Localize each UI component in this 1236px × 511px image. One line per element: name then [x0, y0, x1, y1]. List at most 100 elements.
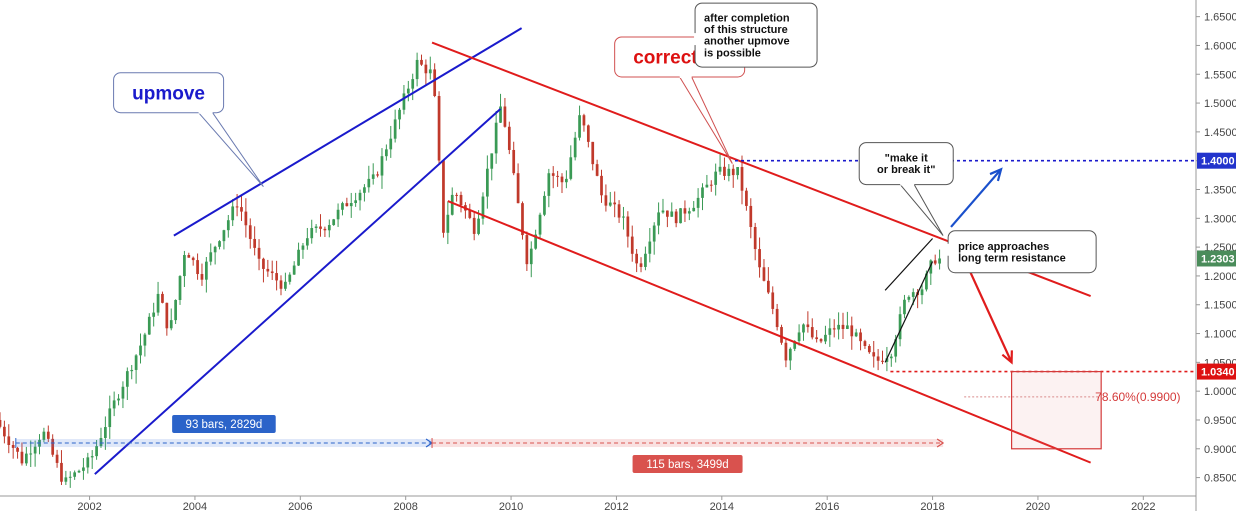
candle-body — [367, 178, 371, 188]
candle-body — [248, 225, 252, 239]
y-tick-label: 1.6000 — [1204, 40, 1236, 52]
candle-body — [187, 255, 191, 258]
upmove-label-pointer — [198, 112, 264, 187]
candle-body — [696, 197, 700, 208]
candle-body — [402, 93, 406, 110]
candle-body — [218, 241, 221, 247]
candle-body — [20, 451, 24, 464]
candle-body — [279, 280, 283, 289]
candle-body — [134, 355, 138, 370]
candle-body — [507, 126, 511, 150]
candle-body — [385, 149, 388, 157]
candle-body — [292, 265, 296, 275]
target-zone-box — [1010, 370, 1102, 450]
trend-line-6 — [884, 238, 934, 291]
candle-body — [534, 234, 538, 249]
candle-body — [262, 258, 265, 269]
candle-body — [332, 219, 336, 226]
candle-body — [679, 208, 682, 224]
candle-body — [485, 168, 489, 197]
trend-line-4 — [447, 200, 1092, 464]
candle-body — [156, 293, 160, 313]
candle-body — [11, 444, 15, 448]
candle-body — [591, 141, 595, 165]
candle-body — [600, 175, 603, 196]
overlays-group: 78.60%(0.9900) 93 bars, 2829d 115 bars, 34… — [15, 167, 1181, 474]
candle-body — [29, 453, 33, 455]
candle-body — [666, 210, 669, 217]
candle-body — [253, 238, 257, 248]
candle-body — [613, 202, 617, 205]
candle-body — [472, 217, 476, 234]
trend-line-2 — [94, 108, 502, 475]
candle-body — [911, 292, 915, 297]
candle-body — [117, 398, 120, 401]
upmove-label-text: upmove — [132, 83, 205, 104]
candle-body — [569, 157, 573, 179]
candle-body — [7, 436, 11, 445]
price-tag-bg — [1197, 363, 1236, 380]
candle-body — [358, 192, 362, 201]
candle-body — [266, 268, 270, 272]
measure-label-bg — [172, 415, 276, 434]
resistance-note-text: long term resistance — [958, 252, 1066, 264]
candle-body — [349, 203, 353, 207]
candle-body — [433, 69, 437, 96]
direction-arrow-1 — [950, 168, 1002, 228]
candle-body — [692, 207, 696, 212]
candle-body — [481, 196, 485, 219]
candle-body — [147, 316, 151, 335]
candle-body — [714, 171, 718, 185]
candle-body — [178, 276, 182, 301]
candle-body — [547, 173, 551, 196]
arrowhead-1 — [989, 167, 1003, 182]
candle-body — [687, 211, 691, 214]
candle-body — [841, 324, 845, 329]
candle-body — [90, 456, 94, 458]
price-tag-label: 1.2303 — [1201, 253, 1235, 265]
candle-body — [301, 245, 305, 250]
candle-body — [850, 325, 854, 337]
candle-body — [815, 337, 819, 340]
candle-body — [881, 360, 884, 362]
candle-body — [130, 369, 134, 372]
candle-body — [424, 64, 428, 74]
candle-body — [319, 226, 322, 229]
candle-body — [920, 289, 924, 296]
candle-body — [112, 400, 116, 409]
candle-body — [310, 228, 314, 239]
candle-body — [661, 210, 665, 213]
candle-body — [51, 438, 55, 455]
candle-body — [709, 184, 713, 186]
candle-body — [393, 119, 397, 139]
candle-body — [586, 125, 590, 142]
candle-body — [323, 228, 327, 231]
measure-label: 115 bars, 3499d — [646, 459, 728, 471]
candle-body — [674, 211, 678, 224]
candle-body — [420, 59, 423, 65]
candle-body — [161, 293, 164, 303]
candle-body — [376, 174, 379, 176]
candle-body — [907, 296, 911, 300]
candle-body — [556, 175, 559, 177]
candle-body — [244, 211, 248, 226]
candle-body — [68, 476, 72, 478]
upmove-label: upmove — [113, 72, 264, 187]
candle-body — [108, 408, 112, 428]
candle-body — [876, 356, 880, 361]
candle-body — [802, 324, 805, 333]
candle-body — [406, 88, 410, 94]
candle-body — [55, 454, 59, 463]
y-tick-label: 1.5500 — [1204, 69, 1236, 81]
candle-body — [499, 106, 502, 123]
candle-body — [240, 207, 243, 212]
y-tick-label: 1.0000 — [1204, 386, 1236, 398]
candle-body — [894, 339, 898, 357]
candle-body — [925, 273, 928, 290]
candle-body — [77, 470, 81, 473]
x-tick-label: 2008 — [393, 501, 417, 511]
candle-body — [327, 225, 331, 231]
candle-body — [736, 167, 739, 176]
